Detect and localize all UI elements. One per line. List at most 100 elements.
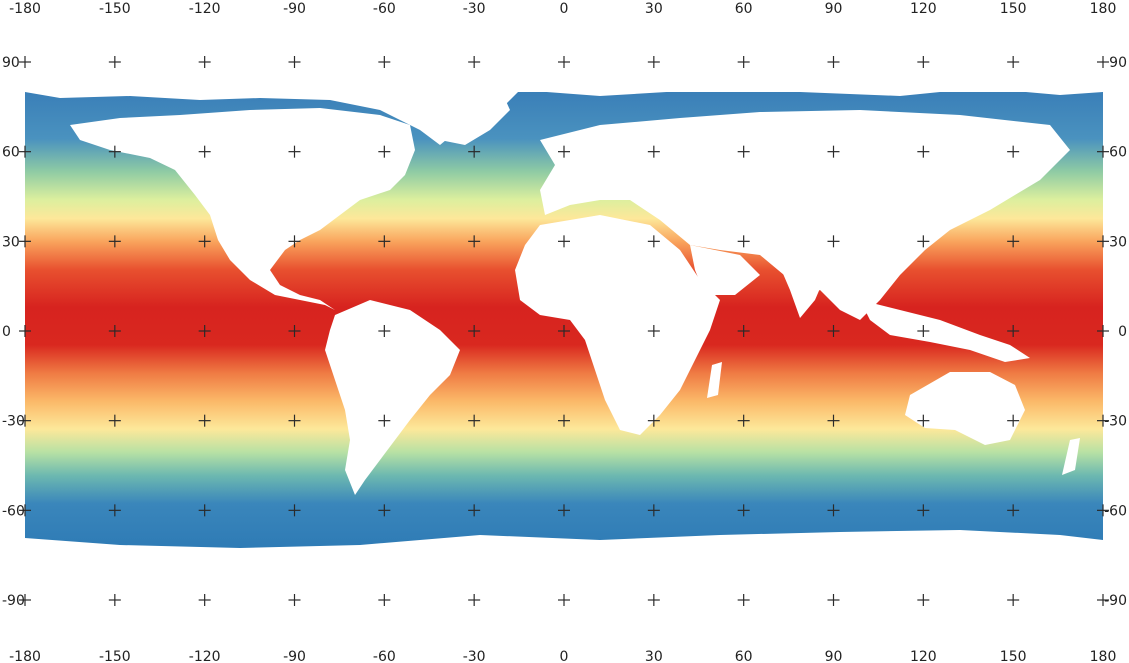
graticule-cross xyxy=(647,414,660,427)
longitude-label: 30 xyxy=(645,1,663,17)
longitude-label: 90 xyxy=(825,649,843,663)
graticule-cross xyxy=(288,414,301,427)
longitude-label: 120 xyxy=(910,1,937,17)
graticule-cross xyxy=(288,594,301,606)
graticule-cross xyxy=(19,414,31,427)
longitude-label: -150 xyxy=(99,1,131,17)
graticule-cross xyxy=(19,325,31,337)
longitude-label: 150 xyxy=(1000,1,1027,17)
graticule-cross xyxy=(827,504,840,517)
graticule-cross xyxy=(558,504,570,517)
longitude-label: -60 xyxy=(373,649,396,663)
latitude-labels-left: 90 60 30 0 -30 -60 -90 xyxy=(2,55,25,609)
graticule-cross xyxy=(108,235,121,248)
graticule-cross xyxy=(827,325,840,337)
graticule-cross xyxy=(468,504,481,517)
graticule-cross xyxy=(198,56,211,68)
graticule-cross xyxy=(378,594,391,606)
graticule-cross xyxy=(647,325,660,337)
graticule-cross xyxy=(108,56,121,68)
longitude-label: -60 xyxy=(373,1,396,17)
south-america-land xyxy=(325,300,460,495)
longitude-label: 90 xyxy=(825,1,843,17)
new-zealand-land xyxy=(1062,438,1080,475)
graticule-cross xyxy=(1097,325,1109,337)
graticule-cross xyxy=(468,56,481,68)
graticule-cross xyxy=(827,594,840,606)
graticule-cross xyxy=(737,594,750,606)
graticule-cross xyxy=(468,145,481,158)
graticule-cross xyxy=(1007,594,1020,606)
longitude-label: -30 xyxy=(463,1,486,17)
graticule-cross xyxy=(468,235,481,248)
graticule-cross xyxy=(737,235,750,248)
longitude-labels-top: -180 -150 -120 -90 -60 -30 0 30 60 90 120 150 180 xyxy=(9,1,1116,17)
graticule-cross xyxy=(1097,235,1109,248)
longitude-label: 0 xyxy=(560,1,569,17)
graticule-cross xyxy=(737,56,750,68)
graticule-cross xyxy=(288,504,301,517)
longitude-label: -30 xyxy=(463,649,486,663)
latitude-label: 30 xyxy=(1109,234,1127,250)
arabia-land xyxy=(690,245,760,295)
graticule-cross xyxy=(647,235,660,248)
australia-land xyxy=(905,372,1025,445)
longitude-label: 120 xyxy=(910,649,937,663)
latitude-label: 0 xyxy=(2,324,11,340)
graticule-cross xyxy=(1007,56,1020,68)
graticule-cross xyxy=(737,504,750,517)
graticule-cross xyxy=(737,325,750,337)
graticule-cross xyxy=(1007,235,1020,248)
graticule-cross xyxy=(1007,325,1020,337)
graticule-cross xyxy=(19,235,31,248)
graticule-cross xyxy=(288,56,301,68)
graticule-cross xyxy=(378,145,391,158)
africa-land xyxy=(515,215,720,435)
graticule-cross xyxy=(468,594,481,606)
graticule-cross xyxy=(288,325,301,337)
latitude-label: -60 xyxy=(2,503,25,519)
graticule-cross xyxy=(917,504,930,517)
latitude-label: 60 xyxy=(1109,145,1127,161)
graticule-cross xyxy=(1097,56,1109,68)
graticule-cross xyxy=(917,145,930,158)
graticule-cross xyxy=(19,56,31,68)
graticule-cross xyxy=(1097,504,1109,517)
graticule-cross xyxy=(288,145,301,158)
graticule-cross xyxy=(1097,594,1109,606)
graticule-cross xyxy=(558,594,570,606)
graticule-cross xyxy=(378,414,391,427)
longitude-label: -150 xyxy=(99,649,131,663)
arctic-land xyxy=(25,75,1103,145)
graticule-cross xyxy=(558,56,570,68)
longitude-label: -180 xyxy=(9,1,41,17)
graticule-cross xyxy=(378,235,391,248)
graticule-cross xyxy=(1007,145,1020,158)
longitude-label: -180 xyxy=(9,649,41,663)
latitude-label: -30 xyxy=(1104,414,1127,430)
latitude-labels-right: 90 60 30 0 -30 -60 -90 xyxy=(1104,55,1127,609)
longitude-label: 30 xyxy=(645,649,663,663)
longitude-labels-bottom: -180 -150 -120 -90 -60 -30 0 30 60 90 120 150 180 xyxy=(9,649,1116,663)
latitude-label: 60 xyxy=(2,145,20,161)
graticule-cross xyxy=(198,145,211,158)
longitude-label: -120 xyxy=(189,1,221,17)
longitude-label: -90 xyxy=(283,1,306,17)
graticule-cross xyxy=(1007,414,1020,427)
graticule-cross xyxy=(647,56,660,68)
greenland-land xyxy=(425,88,510,145)
longitude-label: 180 xyxy=(1090,1,1117,17)
graticule-cross xyxy=(108,145,121,158)
graticule-cross xyxy=(198,414,211,427)
longitude-label: -120 xyxy=(189,649,221,663)
graticule-cross xyxy=(647,594,660,606)
eurasia-land xyxy=(540,110,1070,320)
graticule-cross xyxy=(827,145,840,158)
graticule-cross xyxy=(827,56,840,68)
graticule-cross xyxy=(1007,504,1020,517)
graticule-cross xyxy=(827,235,840,248)
longitude-label: -90 xyxy=(283,649,306,663)
southeast-asia-islands xyxy=(860,300,1030,362)
latitude-label: 30 xyxy=(2,234,20,250)
